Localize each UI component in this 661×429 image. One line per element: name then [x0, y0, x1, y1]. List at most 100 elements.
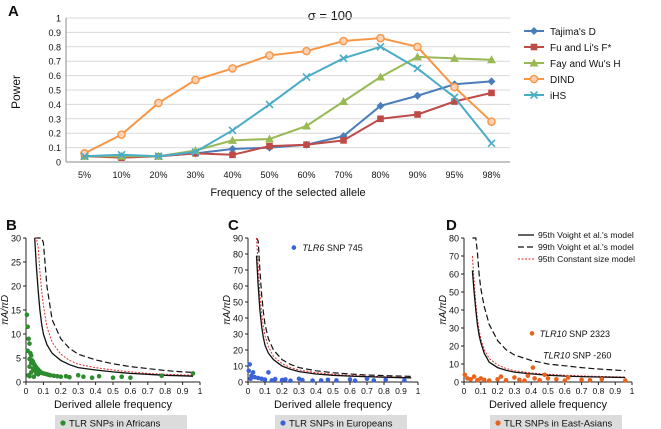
ytick-label: 0 [454, 378, 459, 388]
marker-circle [339, 36, 348, 46]
marker-x [487, 139, 496, 148]
snp-legend-label: TLR SNPs in Africans [69, 419, 161, 429]
threshold-curves [255, 237, 412, 379]
xtick-label: 0.8 [592, 386, 604, 396]
marker-triangle [228, 135, 237, 144]
legend-entry-a: Fu and Li's F* [524, 43, 611, 54]
marker-square [451, 98, 458, 105]
marker-square [377, 115, 384, 123]
ytick-label: 0 [16, 378, 21, 388]
snp-point [128, 375, 133, 381]
snp-point [517, 377, 522, 383]
marker-x [529, 90, 539, 100]
xtick-label: 0.4 [90, 386, 102, 396]
curve-99th-voight [472, 237, 626, 372]
snp-legend: TLR SNPs in East-Asians [490, 415, 622, 429]
snp-legend-label: TLR SNPs in East-Asians [504, 419, 612, 429]
snp-legend-dot [60, 420, 66, 426]
snp-point [525, 373, 531, 379]
ytick-label: 0 [238, 378, 243, 388]
snp-point [159, 373, 164, 379]
marker-circle [154, 98, 163, 108]
marker-square [266, 142, 273, 150]
marker-circle [376, 33, 385, 43]
xtick-label-a: 20% [149, 170, 167, 180]
snp-points [246, 245, 407, 384]
panel-a-xlabel: Frequency of the selected allele [210, 187, 365, 199]
marker-diamond [228, 145, 237, 154]
xtick-label: 0.4 [310, 386, 322, 396]
xlabel: Derived allele frequency [274, 399, 393, 411]
snp-point [599, 377, 605, 382]
marker-square [229, 151, 236, 159]
snp-point [283, 377, 288, 382]
marker-triangle [413, 52, 422, 61]
marker-diamond [487, 77, 496, 86]
marker-x [450, 93, 459, 102]
ytick-label: 40 [233, 314, 243, 324]
xtick-label-a: 30% [186, 170, 204, 180]
snp-point [383, 377, 389, 383]
xtick-label: 0.2 [55, 386, 67, 396]
xtick-label-a: 10% [112, 170, 130, 180]
xtick-label-a: 60% [297, 170, 315, 180]
curve-legend: 95th Voight et al.'s model 99th Voight et… [518, 230, 635, 264]
annotation-snp: SNP -260 [572, 351, 611, 361]
xlabel: Derived allele frequency [54, 399, 173, 411]
marker-circle [302, 46, 311, 56]
ytick-label: 10 [449, 360, 459, 370]
snp-point [512, 375, 517, 380]
series-ihs [80, 42, 496, 161]
snp-point [300, 377, 305, 383]
ytick-label-a: 0.3 [48, 114, 61, 124]
xtick-label: 0.9 [609, 386, 621, 396]
series-line [84, 55, 492, 158]
snp-point [190, 371, 196, 376]
snp-point [26, 336, 31, 342]
ytick-label: 80 [233, 250, 243, 260]
marker-x-stroke [117, 150, 126, 159]
ytick-label: 30 [449, 324, 459, 334]
marker-diamond [376, 101, 385, 110]
xtick-label: 0.2 [276, 386, 288, 396]
annotation-tlr10-2323: TLR10 SNP 2323 [540, 329, 610, 339]
snp-point [579, 377, 584, 383]
xtick-label: 0.9 [395, 386, 407, 396]
ytick-label: 80 [449, 234, 459, 244]
xtick-label: 0 [246, 386, 251, 396]
xtick-label: 0.1 [475, 386, 487, 396]
marker-square [303, 141, 310, 149]
xtick-label-a: 50% [260, 170, 278, 180]
panel-a: A σ = 100 Power Frequency of the selecte… [8, 3, 621, 199]
ytick-label: 90 [233, 234, 243, 244]
legend-entry-a: Tajima's D [524, 27, 596, 38]
annotation-snp: SNP 2323 [569, 329, 610, 339]
marker-x-stroke [450, 93, 459, 102]
annotation-tlr6: TLR6 SNP 745 [302, 243, 362, 253]
series-fay-and-wu-s-h [80, 52, 496, 160]
ytick-label-a: 0 [56, 158, 61, 168]
marker-circle [117, 130, 126, 139]
snp-point [24, 312, 30, 318]
snp-point [58, 374, 64, 380]
snp-point [25, 324, 31, 330]
panel-c-letter: C [228, 217, 239, 234]
marker-diamond [530, 27, 538, 35]
marker-x-stroke [191, 147, 200, 156]
marker-circle [529, 74, 539, 84]
legend-label-a: Fay and Wu's H [550, 59, 621, 70]
snp-point [246, 368, 252, 374]
panel-c: C 0 10 20 30 40 50 60 70 80 90 0 0.1 0.2 0.3 0.4 0.5 0.6… [222, 217, 421, 429]
snp-point [402, 378, 407, 383]
marker-triangle [265, 134, 274, 143]
xtick-label: 0.1 [37, 386, 49, 396]
snp-point [503, 377, 509, 383]
snp-legend-dot [495, 420, 501, 426]
ytick-label: 30 [233, 330, 243, 340]
xtick-label: 0.3 [293, 386, 305, 396]
xtick-label: 0 [462, 386, 467, 396]
annotation-tlr10-260: TLR10 SNP -260 [543, 351, 611, 361]
legend-label-a: Fu and Li's F* [550, 43, 611, 54]
snp-point [352, 378, 358, 384]
snp-point [81, 374, 86, 380]
